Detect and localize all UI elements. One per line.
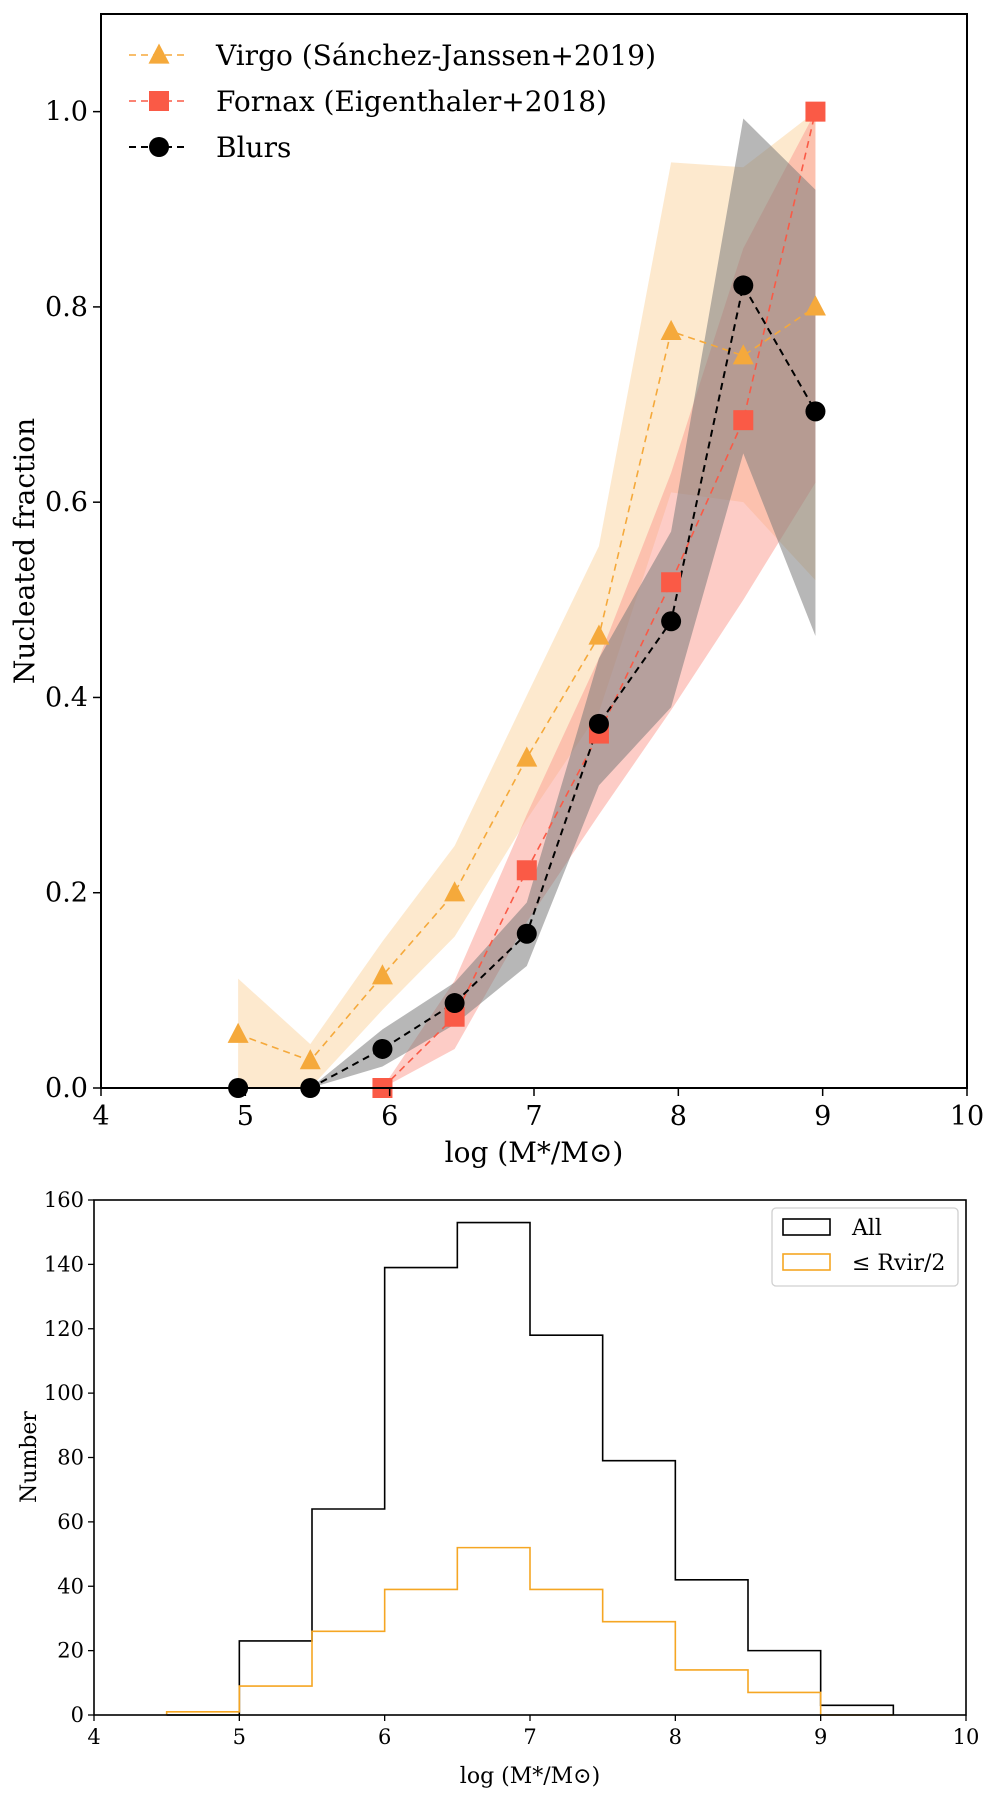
y-tick-label: 100 (44, 1381, 84, 1405)
data-point-square (733, 410, 754, 431)
legend-label: Virgo (Sánchez-Janssen+2019) (215, 39, 656, 72)
x-tick-label: 9 (814, 1101, 831, 1132)
x-axis-label: log (M*/M⊙) (445, 1136, 624, 1169)
legend-swatch (782, 1253, 831, 1271)
y-tick-label: 0 (71, 1703, 84, 1727)
y-tick-label: 0.2 (45, 878, 88, 909)
data-point-circle (805, 401, 826, 422)
legend-label: Blurs (216, 131, 291, 164)
data-point-triangle (804, 295, 826, 316)
histogram-steps (165, 1221, 895, 1716)
data-point-triangle (444, 881, 466, 902)
data-point-circle (516, 923, 537, 944)
legend-swatch (782, 1218, 831, 1236)
data-point-circle (372, 1038, 393, 1059)
y-tick-label: 0.6 (45, 487, 88, 518)
y-tick-label: 140 (44, 1252, 84, 1276)
legend: Virgo (Sánchez-Janssen+2019) Fornax (Eige… (129, 39, 656, 164)
x-tick-label: 6 (381, 1101, 398, 1132)
y-tick-label: 120 (44, 1317, 84, 1341)
data-point-square (444, 1006, 465, 1027)
data-point-circle (661, 611, 682, 632)
data-point-circle (733, 275, 754, 296)
legend-label: Fornax (Eigenthaler+2018) (216, 85, 607, 118)
data-point-triangle (371, 964, 393, 985)
x-axis-label: log (M*/M⊙) (460, 1764, 600, 1789)
x-tick-label: 4 (92, 1101, 109, 1132)
histogram-step-all (166, 1221, 895, 1716)
y-tick-label: 60 (57, 1510, 84, 1534)
y-tick-label: 0.8 (45, 292, 88, 323)
x-tick-label: 5 (237, 1101, 254, 1132)
histogram-step-rvir (165, 1546, 894, 1716)
series-line-triangle (237, 306, 816, 1062)
y-tick-label: 20 (57, 1639, 84, 1663)
data-point-triangle (660, 319, 682, 340)
data-point-square (516, 860, 537, 881)
x-axis-ticks: 4 5 6 7 8 9 10 (87, 1715, 979, 1749)
error-bands (238, 111, 816, 1089)
x-tick-label: 8 (670, 1101, 687, 1132)
x-tick-label: 4 (87, 1725, 100, 1749)
data-point-triangle (588, 624, 610, 645)
y-tick-label: 40 (57, 1574, 84, 1598)
x-tick-label: 7 (523, 1725, 536, 1749)
data-point-triangle (732, 344, 754, 365)
x-tick-label: 5 (233, 1725, 246, 1749)
data-point-circle (444, 993, 465, 1014)
x-tick-label: 10 (950, 1101, 984, 1132)
data-point-triangle (299, 1049, 321, 1070)
x-tick-label: 8 (669, 1725, 682, 1749)
data-point-square (805, 101, 826, 122)
y-axis-ticks: 0 20 40 60 80 100 120 140 160 (44, 1188, 94, 1727)
x-tick-label: 10 (953, 1725, 980, 1749)
error-band-circle (238, 118, 816, 1089)
nucleated-fraction-chart: 4 5 6 7 8 9 10 0.00.20.40.60.81.0 log (M*/M⊙) … (8, 13, 984, 1169)
legend-marker-triangle (148, 43, 170, 64)
y-tick-label: 160 (44, 1188, 84, 1212)
data-point-triangle (227, 1022, 249, 1043)
histogram-chart: 4 5 6 7 8 9 10 0 20 40 60 80 100 120 140 160 log (M*/M… (17, 1188, 979, 1789)
data-point-triangle (516, 746, 538, 767)
y-tick-label: 80 (57, 1446, 84, 1470)
x-axis-ticks: 4 5 6 7 8 9 10 (92, 1088, 984, 1132)
legend-label: ≤ Rvir/2 (852, 1251, 945, 1276)
y-tick-label: 0.4 (45, 682, 88, 713)
data-point-square (661, 572, 682, 593)
legend-marker-circle (149, 137, 169, 157)
legend: All ≤ Rvir/2 (771, 1207, 959, 1287)
y-axis-ticks: 0.0 0.2 0.4 0.6 0.8 1.0 (45, 97, 101, 1104)
y-axis-label: Nucleated fraction (8, 418, 41, 684)
x-tick-label: 7 (525, 1101, 542, 1132)
x-tick-label: 6 (378, 1725, 391, 1749)
error-band-triangle (238, 111, 816, 1089)
y-axis-label: Number (17, 1411, 42, 1503)
legend-box (771, 1207, 959, 1287)
legend-label: All (851, 1216, 882, 1241)
y-tick-label: 1.0 (45, 97, 88, 128)
data-point-circle (588, 713, 609, 734)
x-tick-label: 9 (814, 1725, 827, 1749)
y-tick-label: 0.0 (45, 1073, 88, 1104)
legend-marker-square (149, 91, 169, 111)
